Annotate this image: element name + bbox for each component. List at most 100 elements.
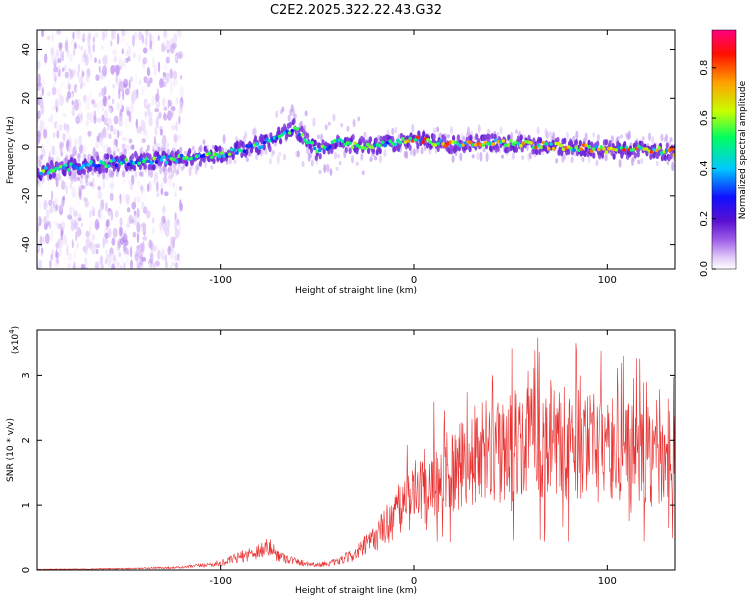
spectrogram-peak-cell: [624, 145, 629, 150]
spectrogram-halo-cell: [411, 123, 415, 133]
spectrogram-noise-cell: [61, 50, 64, 62]
spectrogram-noise-cell: [179, 75, 183, 80]
spectrogram-peak-cell: [348, 141, 352, 146]
spectrogram-band-cell: [493, 133, 497, 141]
spectrogram-peak-cell: [192, 156, 196, 161]
spectrogram-noise-cell: [119, 130, 123, 136]
spectrogram-peak-cell: [539, 145, 543, 149]
spectrogram-band-cell: [496, 145, 500, 152]
spectrogram-band-cell: [408, 144, 412, 151]
spectrogram-noise-cell: [62, 234, 68, 245]
spectrogram-noise-cell: [65, 185, 68, 194]
spectrogram-noise-cell: [99, 99, 104, 108]
spectrogram-noise-cell: [125, 193, 130, 206]
spectrogram-halo-cell: [196, 163, 200, 171]
spectrogram-halo-cell: [360, 153, 364, 161]
colorbar-tick-label: 0.4: [699, 160, 710, 176]
spectrogram-noise-cell: [84, 55, 89, 66]
spectrogram-halo-cell: [278, 152, 282, 157]
spectrogram-peak-cell: [436, 141, 440, 146]
spectrogram-noise-cell: [115, 139, 118, 148]
spectrogram-band-cell: [475, 133, 479, 140]
spectrogram-noise-cell: [49, 205, 54, 214]
spectrogram-halo-cell: [604, 153, 608, 162]
spectrogram-noise-cell: [113, 115, 119, 125]
spectrogram-noise-cell: [152, 57, 155, 68]
spectrogram-noise-cell: [178, 186, 183, 191]
spectrogram-halo-cell: [610, 135, 614, 143]
spectrogram-noise-cell: [162, 45, 167, 51]
spectrogram-band-cell: [490, 133, 494, 140]
spectrogram-noise-cell: [53, 110, 58, 121]
spectrogram-peak-cell: [353, 141, 357, 145]
spectrogram-halo-cell: [324, 124, 328, 131]
spectrogram-band-cell: [148, 153, 152, 160]
spectrogram-band-cell: [519, 134, 523, 141]
spectrogram-peak-cell: [468, 140, 473, 145]
spectrogram-peak-cell: [41, 169, 46, 173]
spectrogram-peak-cell: [313, 146, 317, 151]
spectrogram-halo-cell: [255, 153, 259, 161]
spectrogram-noise-cell: [70, 70, 76, 77]
spectrogram-peak-cell: [443, 144, 448, 148]
spectrogram-noise-cell: [55, 251, 60, 259]
spectrogram-halo-cell: [587, 156, 591, 163]
spectrogram-peak-cell: [101, 161, 106, 166]
snr-x-tick-label: 100: [598, 576, 617, 587]
spectrogram-halo-cell: [276, 154, 280, 165]
spectrogram-noise-cell: [121, 30, 126, 37]
spectrogram-peak-cell: [549, 142, 553, 146]
spectrogram-noise-cell: [136, 196, 141, 203]
spectrogram-halo-cell: [91, 168, 95, 176]
spectrogram-noise-cell: [159, 128, 163, 136]
spectrogram-noise-cell: [114, 210, 119, 218]
spectrogram-noise-cell: [139, 126, 142, 135]
spectrogram-halo-cell: [122, 170, 126, 178]
spectrogram-noise-cell: [46, 35, 51, 41]
snr-y-axis-label: SNR (10 * v/v): [6, 418, 16, 482]
spectrogram-peak-cell: [370, 145, 375, 150]
spectrogram-noise-cell: [157, 61, 161, 73]
spectrogram-noise-cell: [59, 85, 62, 97]
spectrogram-halo-cell: [301, 160, 305, 168]
spectrogram-noise-cell: [142, 47, 148, 54]
spectrogram-peak-cell: [587, 144, 591, 149]
spectrogram-noise-cell: [45, 40, 50, 48]
spectrogram-noise-cell: [55, 204, 59, 211]
spectrogram-band-cell: [176, 149, 180, 156]
spectrogram-noise-cell: [87, 41, 91, 48]
spectrogram-halo-cell: [655, 160, 659, 166]
spectrogram-band-cell: [143, 163, 147, 170]
spectrogram-noise-cell: [62, 67, 65, 72]
spectrogram-noise-cell: [101, 106, 105, 112]
spectrogram-noise-cell: [179, 51, 184, 59]
spectrogram-peak-cell: [408, 136, 413, 141]
spectrogram-halo-cell: [210, 165, 214, 170]
spectrogram-band-cell: [663, 154, 667, 162]
spectrogram-noise-cell: [37, 110, 41, 120]
spectrogram-peak-cell: [147, 159, 151, 164]
spectrogram-noise-cell: [96, 135, 99, 143]
spectrogram-band-cell: [532, 137, 536, 144]
spectrogram-peak-cell: [556, 142, 561, 146]
spectrogram-noise-cell: [62, 132, 66, 142]
spectrogram-noise-cell: [148, 167, 151, 178]
spectrogram-peak-cell: [571, 148, 576, 152]
spectrogram-peak-cell: [634, 146, 639, 151]
spectrogram-peak-cell: [544, 141, 548, 146]
spectrogram-y-tick-label: 40: [21, 43, 32, 56]
spectrogram-noise-cell: [94, 32, 99, 38]
spectrogram-noise-cell: [157, 195, 162, 200]
spectrogram-noise-cell: [78, 227, 81, 236]
spectrogram-noise-cell: [162, 76, 167, 81]
spectrogram-peak-cell: [127, 162, 131, 167]
spectrogram-noise-cell: [53, 200, 57, 205]
spectrogram-halo-cell: [374, 156, 378, 161]
spectrogram-halo-cell: [60, 151, 64, 157]
spectrogram-noise-cell: [87, 97, 90, 107]
colorbar-label: Normalized spectral amplitude: [738, 80, 748, 219]
spectrogram-band-cell: [142, 152, 146, 159]
spectrogram-band-cell: [257, 147, 261, 155]
spectrogram-noise-cell: [39, 119, 43, 132]
spectrogram-noise-cell: [62, 195, 66, 201]
